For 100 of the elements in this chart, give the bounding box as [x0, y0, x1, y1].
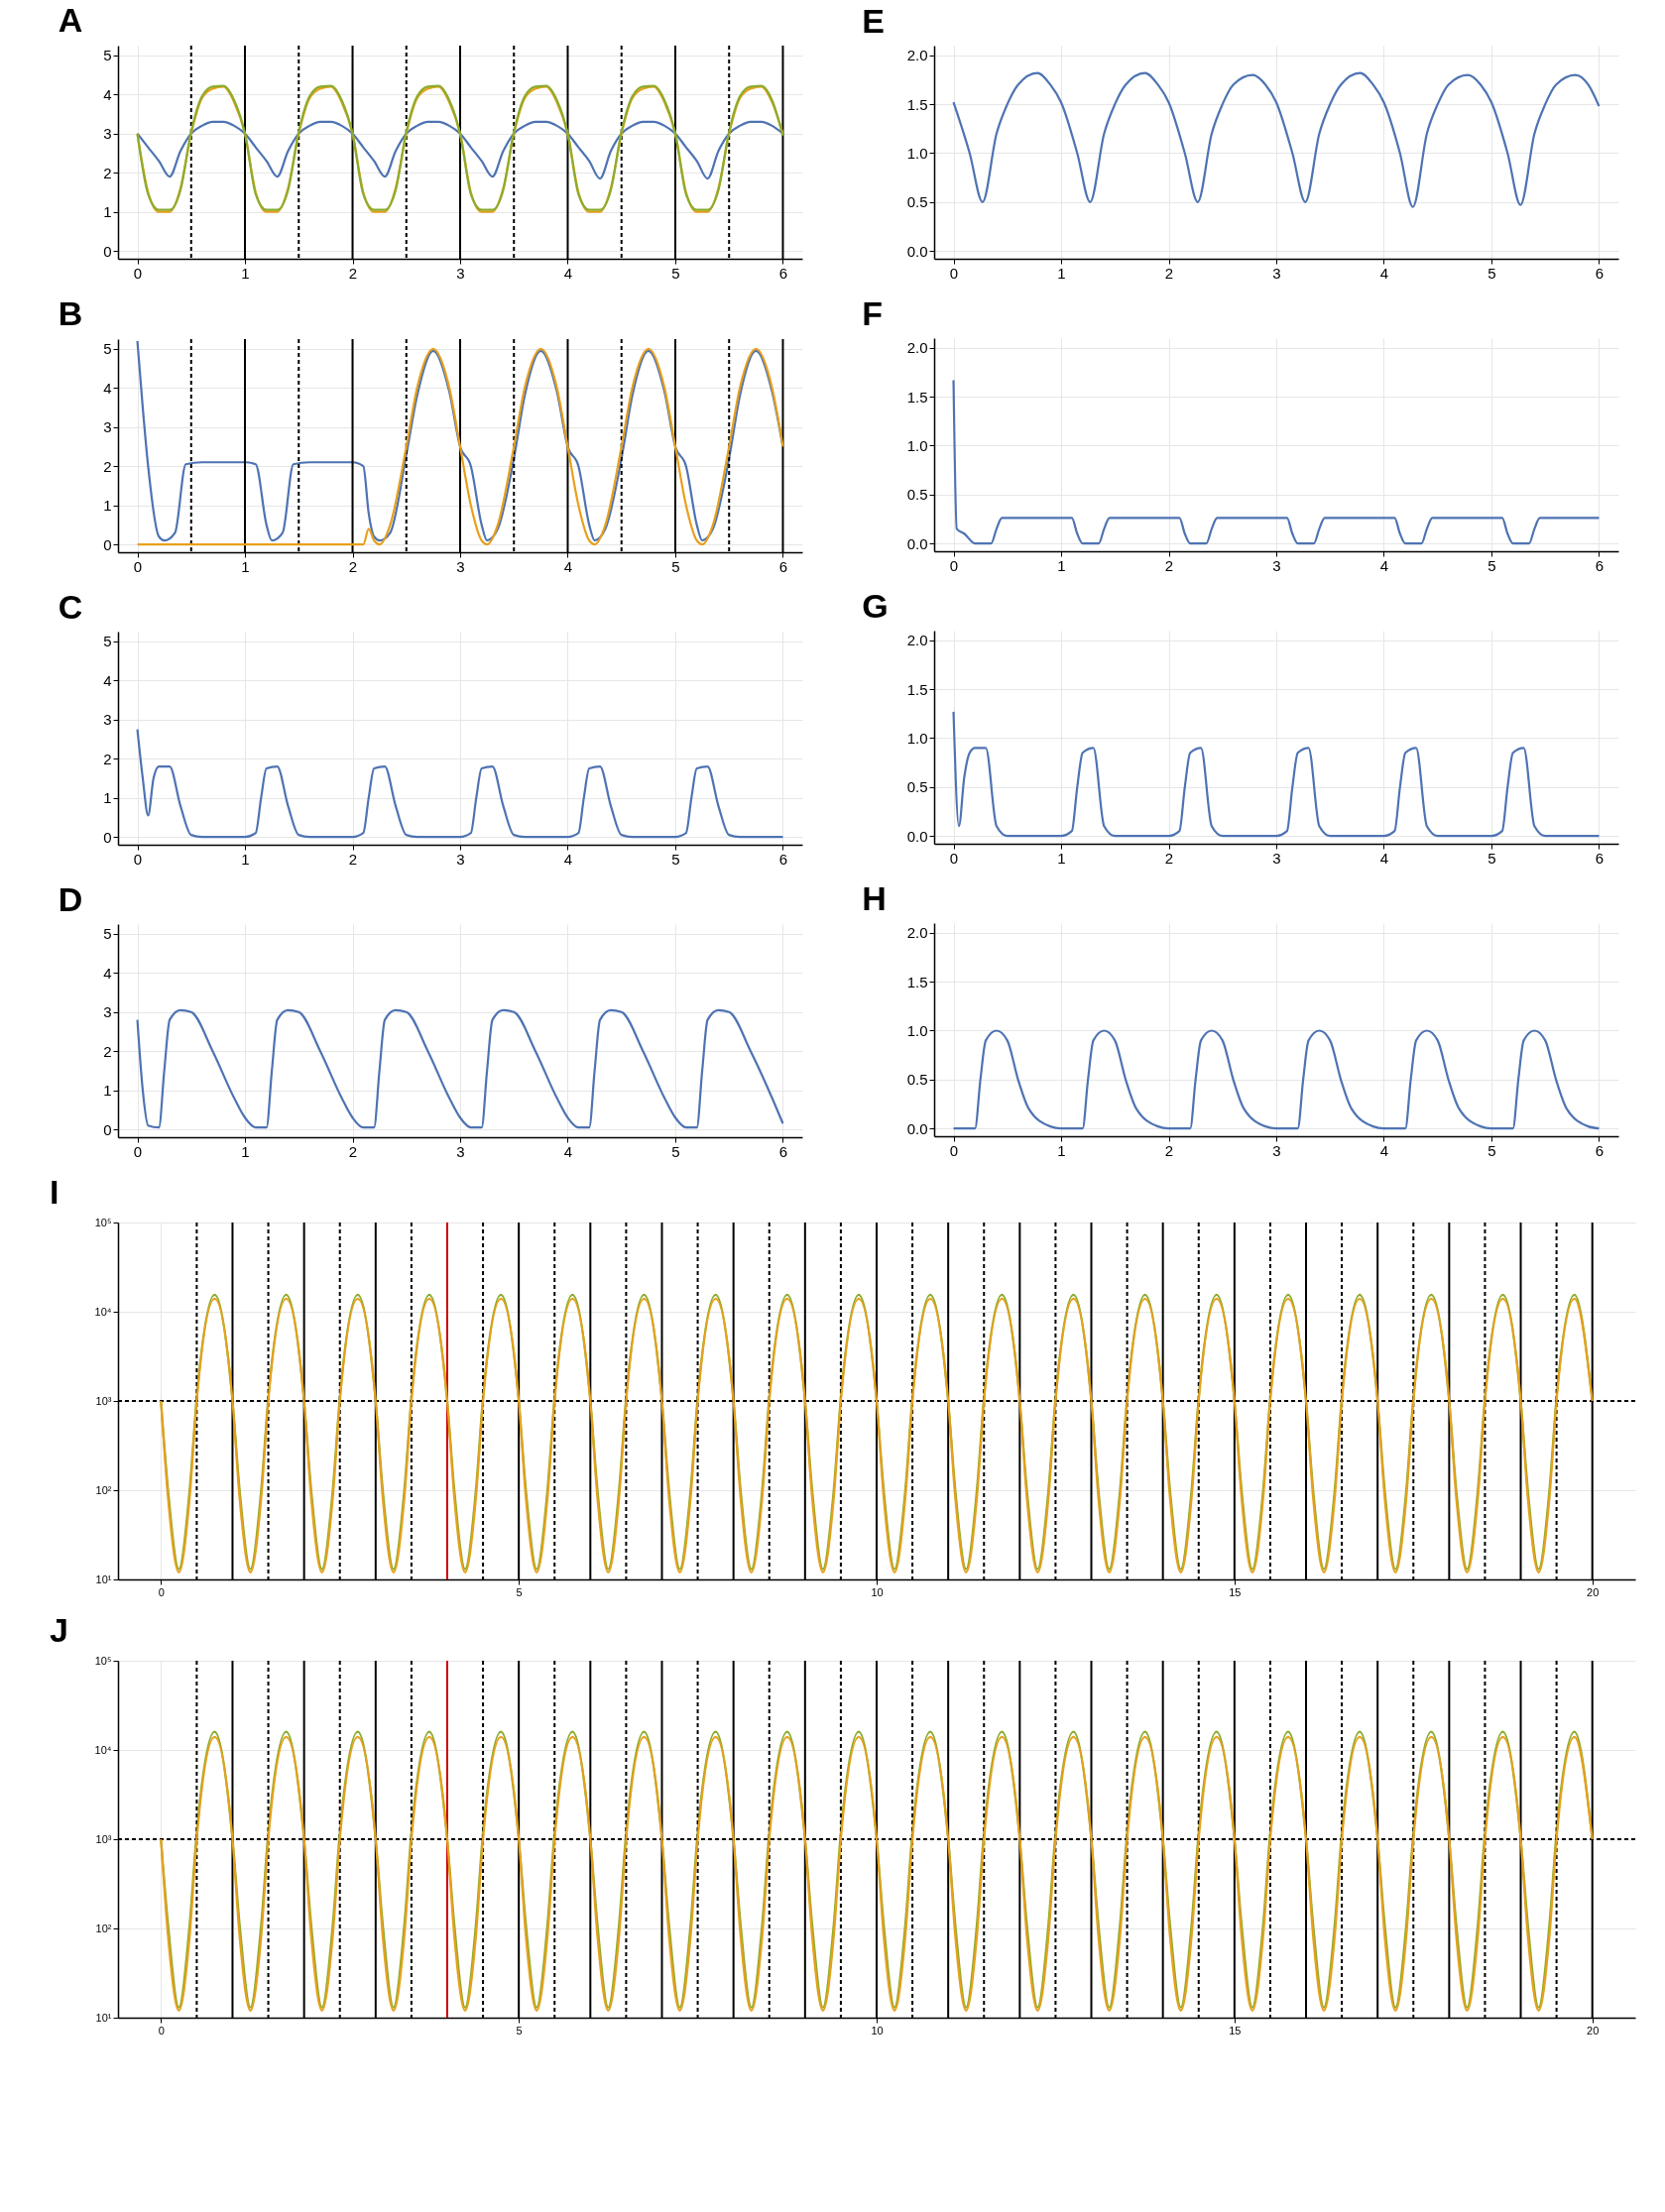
x-tick-label: 0: [949, 264, 959, 282]
chart-title: H: [862, 879, 887, 917]
y-tick-label: 0.0: [906, 1119, 928, 1137]
x-tick-label: 5: [1487, 556, 1496, 574]
x-tick-label: 4: [1379, 264, 1389, 282]
x-tick-label: 0: [133, 264, 143, 282]
y-tick-label: 4: [103, 964, 112, 982]
y-tick-label: 1.0: [906, 436, 928, 454]
chart-title: J: [50, 1611, 68, 1649]
y-tick-label: 5: [103, 925, 112, 943]
y-tick-label: 3: [103, 711, 112, 729]
x-tick-label: 0: [949, 849, 959, 867]
x-tick-label: 2: [1164, 264, 1174, 282]
y-tick-label: 1.5: [906, 680, 928, 698]
x-tick-label: 10: [871, 1585, 884, 1598]
x-tick-label: 5: [516, 2024, 523, 2037]
x-tick-label: 1: [241, 557, 250, 575]
x-tick-label: 4: [1379, 1141, 1389, 1159]
x-tick-label: 6: [1595, 264, 1605, 282]
x-tick-label: 1: [1057, 849, 1066, 867]
y-tick-label: 3: [103, 125, 112, 143]
y-tick-label: 0.0: [906, 827, 928, 845]
x-tick-label: 2: [348, 850, 358, 868]
x-tick-label: 5: [671, 557, 680, 575]
x-tick-label: 1: [1057, 264, 1066, 282]
y-tick-label: 0: [103, 242, 112, 260]
x-tick-label: 6: [1595, 1141, 1605, 1159]
x-tick-label: 5: [671, 1142, 680, 1160]
y-tick-label: 10¹: [95, 1572, 112, 1585]
x-tick-label: 10: [871, 2024, 884, 2037]
y-tick-label: 10¹: [95, 2011, 112, 2024]
x-tick-label: 0: [158, 1585, 165, 1598]
y-tick-label: 3: [103, 1003, 112, 1021]
x-tick-label: 5: [516, 1585, 523, 1598]
x-tick-label: 5: [1487, 1141, 1496, 1159]
y-tick-label: 1.0: [906, 729, 928, 747]
chart-title: A: [58, 1, 83, 39]
x-tick-label: 3: [456, 557, 465, 575]
x-tick-label: 2: [1164, 1141, 1174, 1159]
y-tick-label: 1: [103, 203, 112, 221]
y-tick-label: 1.0: [906, 1021, 928, 1039]
y-tick-label: 0.0: [906, 242, 928, 260]
chart-title: B: [58, 294, 83, 332]
x-tick-label: 5: [671, 264, 680, 282]
x-tick-label: 5: [671, 850, 680, 868]
y-tick-label: 0.0: [906, 534, 928, 552]
x-tick-label: 2: [1164, 556, 1174, 574]
x-tick-label: 0: [949, 1141, 959, 1159]
y-tick-label: 1.5: [906, 388, 928, 406]
x-tick-label: 3: [1272, 556, 1281, 574]
y-tick-label: 2: [103, 750, 112, 767]
y-tick-label: 10⁴: [94, 1743, 112, 1756]
x-tick-label: 4: [563, 850, 573, 868]
y-tick-label: 5: [103, 633, 112, 650]
y-tick-label: 2.0: [906, 47, 928, 64]
y-tick-label: 1.5: [906, 973, 928, 990]
y-tick-label: 0.5: [906, 778, 928, 796]
y-tick-label: 0: [103, 828, 112, 846]
y-tick-label: 1: [103, 1082, 112, 1100]
y-tick-label: 4: [103, 85, 112, 103]
x-tick-label: 6: [1595, 849, 1605, 867]
y-tick-label: 10²: [95, 1483, 112, 1496]
x-tick-label: 2: [348, 264, 358, 282]
x-tick-label: 5: [1487, 849, 1496, 867]
y-tick-label: 10³: [95, 1832, 112, 1845]
x-tick-label: 0: [158, 2024, 165, 2037]
y-tick-label: 10²: [95, 1921, 112, 1934]
y-tick-label: 0.5: [906, 193, 928, 211]
x-tick-label: 6: [778, 264, 788, 282]
y-tick-label: 4: [103, 379, 112, 397]
y-tick-label: 10⁵: [94, 1216, 112, 1228]
x-tick-label: 3: [456, 264, 465, 282]
x-tick-label: 1: [241, 264, 250, 282]
x-tick-label: 4: [563, 264, 573, 282]
y-tick-label: 1.0: [906, 144, 928, 162]
x-tick-label: 3: [1272, 264, 1281, 282]
y-tick-label: 10³: [95, 1394, 112, 1407]
x-tick-label: 3: [456, 1142, 465, 1160]
x-tick-label: 4: [563, 557, 573, 575]
y-tick-label: 10⁵: [94, 1654, 112, 1667]
y-tick-label: 2.0: [906, 924, 928, 942]
y-tick-label: 5: [103, 340, 112, 358]
x-tick-label: 3: [1272, 1141, 1281, 1159]
x-tick-label: 2: [348, 557, 358, 575]
x-tick-label: 4: [563, 1142, 573, 1160]
x-tick-label: 2: [1164, 849, 1174, 867]
y-tick-label: 3: [103, 418, 112, 436]
x-tick-label: 20: [1587, 2024, 1600, 2037]
x-tick-label: 15: [1229, 1585, 1242, 1598]
chart-title: D: [58, 880, 83, 918]
y-tick-label: 0: [103, 1120, 112, 1138]
chart-title: E: [862, 2, 885, 40]
x-tick-label: 1: [241, 1142, 250, 1160]
y-tick-label: 4: [103, 671, 112, 689]
x-tick-label: 0: [949, 556, 959, 574]
x-tick-label: 0: [133, 557, 143, 575]
y-tick-label: 10⁴: [94, 1305, 112, 1318]
x-tick-label: 6: [778, 557, 788, 575]
x-tick-label: 6: [778, 850, 788, 868]
y-tick-label: 2: [103, 457, 112, 475]
